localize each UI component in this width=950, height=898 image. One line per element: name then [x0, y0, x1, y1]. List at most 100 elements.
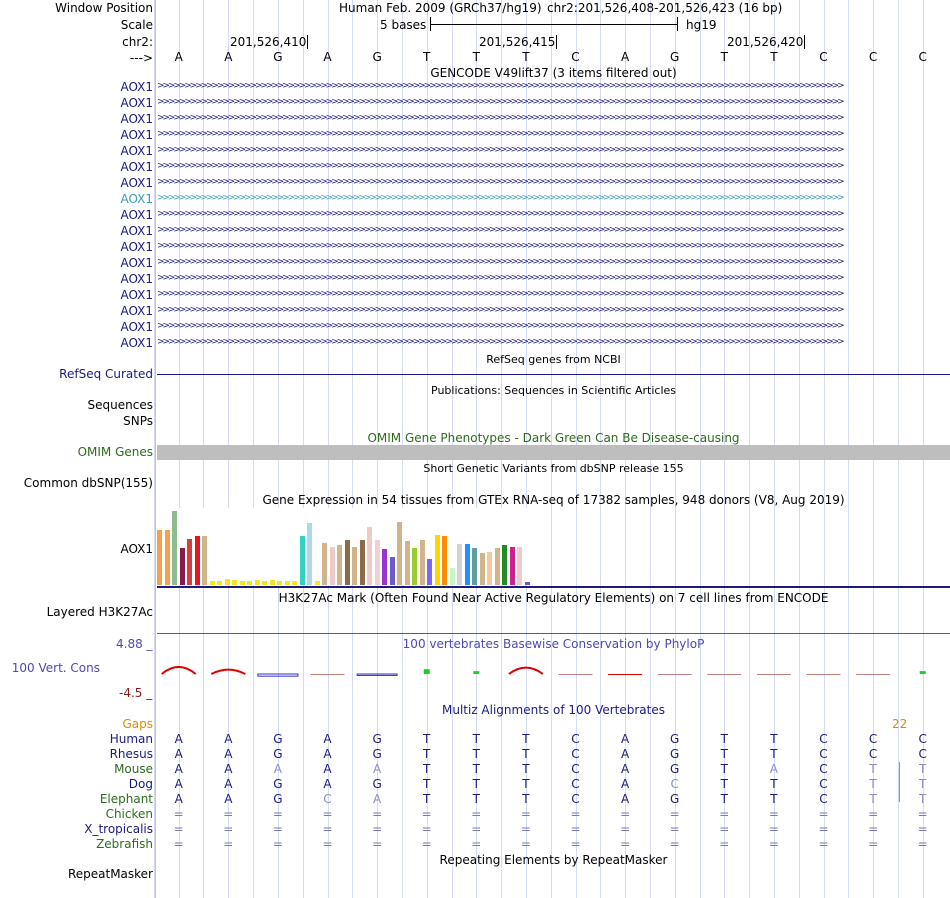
gtex-tissue-bar[interactable] — [442, 536, 447, 585]
phylop-score-mark[interactable] — [806, 674, 841, 675]
gtex-tissue-bar[interactable] — [419, 540, 425, 585]
gtex-tissue-bar[interactable] — [524, 582, 530, 585]
gencode-transcript-label[interactable]: AOX1 — [120, 192, 153, 206]
gtex-track-title[interactable]: Gene Expression in 54 tissues from GTEx … — [262, 493, 845, 507]
gtex-tissue-bar[interactable] — [352, 546, 357, 585]
gencode-transcript-label[interactable]: AOX1 — [120, 176, 153, 190]
gencode-transcript-arrows[interactable]: >>>>>>>>>>>>>>>>>>>>>>>>>>>>>>>>>>>>>>>>… — [157, 225, 845, 235]
phylop-score-mark[interactable] — [161, 665, 197, 675]
gtex-tissue-bar[interactable] — [187, 538, 192, 585]
omim-track-title[interactable]: OMIM Gene Phenotypes - Dark Green Can Be… — [367, 431, 740, 445]
gtex-tissue-bar[interactable] — [374, 540, 380, 585]
gencode-transcript-label[interactable]: AOX1 — [120, 208, 153, 222]
gencode-transcript-arrows[interactable]: >>>>>>>>>>>>>>>>>>>>>>>>>>>>>>>>>>>>>>>>… — [157, 289, 845, 299]
gtex-tissue-bar[interactable] — [164, 529, 170, 585]
gtex-tissue-bar[interactable] — [367, 527, 372, 585]
gencode-transcript-label[interactable]: AOX1 — [120, 112, 153, 126]
species-label-rhesus[interactable]: Rhesus — [109, 747, 153, 761]
snps-label[interactable]: SNPs — [123, 414, 153, 428]
gtex-tissue-bar[interactable] — [284, 581, 290, 585]
phylop-score-mark[interactable] — [657, 674, 692, 675]
gtex-tissue-bar[interactable] — [359, 540, 365, 585]
species-label-zebrafish[interactable]: Zebrafish — [96, 837, 153, 851]
gencode-track-title[interactable]: GENCODE V49lift37 (3 items filtered out) — [430, 66, 677, 80]
gtex-tissue-bar[interactable] — [344, 540, 350, 585]
repeatmasker-track-title[interactable]: Repeating Elements by RepeatMasker — [439, 853, 668, 867]
publications-track-title[interactable]: Publications: Sequences in Scientific Ar… — [431, 384, 676, 397]
species-label-human[interactable]: Human — [109, 732, 153, 746]
gencode-transcript-label[interactable]: AOX1 — [120, 224, 153, 238]
phylop-score-mark[interactable] — [423, 669, 430, 674]
gtex-tissue-bar[interactable] — [172, 510, 177, 585]
gtex-tissue-bar[interactable] — [382, 549, 387, 585]
h3k27ac-track-title[interactable]: H3K27Ac Mark (Often Found Near Active Re… — [278, 591, 829, 605]
gtex-tissue-bar[interactable] — [179, 547, 185, 585]
gencode-transcript-arrows[interactable]: >>>>>>>>>>>>>>>>>>>>>>>>>>>>>>>>>>>>>>>>… — [157, 257, 845, 267]
gtex-tissue-bar[interactable] — [427, 559, 432, 585]
gencode-transcript-label[interactable]: AOX1 — [120, 80, 153, 94]
gtex-tissue-bar[interactable] — [464, 543, 470, 585]
gencode-transcript-label[interactable]: AOX1 — [120, 160, 153, 174]
species-label-mouse[interactable]: Mouse — [114, 762, 153, 776]
gtex-tissue-bar[interactable] — [269, 579, 275, 585]
gencode-transcript-label[interactable]: AOX1 — [120, 288, 153, 302]
gtex-tissue-bar[interactable] — [322, 542, 327, 585]
multiz-track-title[interactable]: Multiz Alignments of 100 Vertebrates — [441, 703, 666, 717]
gtex-tissue-bar[interactable] — [487, 551, 492, 585]
gencode-transcript-arrows[interactable]: >>>>>>>>>>>>>>>>>>>>>>>>>>>>>>>>>>>>>>>>… — [157, 305, 845, 315]
gencode-transcript-arrows[interactable]: >>>>>>>>>>>>>>>>>>>>>>>>>>>>>>>>>>>>>>>>… — [157, 337, 845, 347]
species-label-elephant[interactable]: Elephant — [99, 792, 153, 806]
gtex-tissue-bar[interactable] — [209, 581, 215, 585]
gtex-tissue-bar[interactable] — [217, 581, 222, 585]
gtex-tissue-bar[interactable] — [194, 536, 200, 585]
refseq-gene-line[interactable] — [157, 374, 950, 375]
gtex-tissue-bar[interactable] — [472, 547, 477, 585]
gencode-transcript-arrows[interactable]: >>>>>>>>>>>>>>>>>>>>>>>>>>>>>>>>>>>>>>>>… — [157, 113, 845, 123]
gencode-transcript-arrows[interactable]: >>>>>>>>>>>>>>>>>>>>>>>>>>>>>>>>>>>>>>>>… — [157, 97, 845, 107]
gtex-tissue-bar[interactable] — [277, 581, 282, 585]
gencode-transcript-label[interactable]: AOX1 — [120, 336, 153, 350]
phylop-score-mark[interactable] — [558, 674, 593, 675]
refseq-curated-label[interactable]: RefSeq Curated — [59, 367, 153, 381]
phylop-score-mark[interactable] — [756, 674, 791, 675]
phylop-score-mark[interactable] — [257, 673, 299, 677]
gencode-transcript-arrows[interactable]: >>>>>>>>>>>>>>>>>>>>>>>>>>>>>>>>>>>>>>>>… — [157, 129, 845, 139]
gencode-transcript-label[interactable]: AOX1 — [120, 256, 153, 270]
gencode-transcript-arrows[interactable]: >>>>>>>>>>>>>>>>>>>>>>>>>>>>>>>>>>>>>>>>… — [157, 209, 845, 219]
gencode-transcript-arrows[interactable]: >>>>>>>>>>>>>>>>>>>>>>>>>>>>>>>>>>>>>>>>… — [157, 241, 845, 251]
gencode-transcript-label[interactable]: AOX1 — [120, 240, 153, 254]
species-label-chicken[interactable]: Chicken — [105, 807, 153, 821]
sequences-label[interactable]: Sequences — [87, 398, 153, 412]
gtex-tissue-bar[interactable] — [397, 522, 402, 585]
gtex-tissue-bar[interactable] — [254, 579, 260, 585]
gtex-tissue-bar[interactable] — [389, 556, 395, 585]
gencode-transcript-label[interactable]: AOX1 — [120, 96, 153, 110]
gtex-tissue-bar[interactable] — [479, 552, 485, 585]
refseq-track-title[interactable]: RefSeq genes from NCBI — [486, 353, 621, 366]
phylop-score-mark[interactable] — [508, 666, 544, 675]
gencode-transcript-arrows[interactable]: >>>>>>>>>>>>>>>>>>>>>>>>>>>>>>>>>>>>>>>>… — [157, 273, 845, 283]
gtex-tissue-bar[interactable] — [262, 581, 267, 585]
gtex-tissue-bar[interactable] — [239, 581, 245, 585]
gencode-transcript-arrows[interactable]: >>>>>>>>>>>>>>>>>>>>>>>>>>>>>>>>>>>>>>>>… — [157, 161, 845, 171]
phylop-signal[interactable] — [157, 658, 950, 684]
gencode-transcript-label[interactable]: AOX1 — [120, 272, 153, 286]
phylop-score-mark[interactable] — [856, 674, 891, 675]
gtex-tissue-bar[interactable] — [157, 529, 162, 585]
omim-gene-block[interactable] — [157, 445, 950, 460]
gtex-tissue-bar[interactable] — [494, 547, 500, 585]
gencode-transcript-label[interactable]: AOX1 — [120, 304, 153, 318]
gencode-transcript-label[interactable]: AOX1 — [120, 128, 153, 142]
gtex-tissue-bar[interactable] — [449, 568, 455, 585]
phylop-score-mark[interactable] — [310, 674, 345, 675]
gencode-transcript-arrows[interactable]: >>>>>>>>>>>>>>>>>>>>>>>>>>>>>>>>>>>>>>>>… — [157, 81, 845, 91]
phylop-score-mark[interactable] — [356, 673, 398, 676]
gtex-tissue-bar[interactable] — [307, 523, 312, 585]
dbsnp-label[interactable]: Common dbSNP(155) — [23, 476, 153, 490]
gtex-tissue-bar[interactable] — [434, 534, 440, 585]
gencode-transcript-arrows[interactable]: >>>>>>>>>>>>>>>>>>>>>>>>>>>>>>>>>>>>>>>>… — [157, 177, 845, 187]
gtex-tissue-bar[interactable] — [329, 546, 335, 585]
h3k27ac-label[interactable]: Layered H3K27Ac — [46, 605, 153, 619]
gaps-label[interactable]: Gaps — [122, 717, 153, 731]
omim-genes-label[interactable]: OMIM Genes — [77, 445, 153, 459]
